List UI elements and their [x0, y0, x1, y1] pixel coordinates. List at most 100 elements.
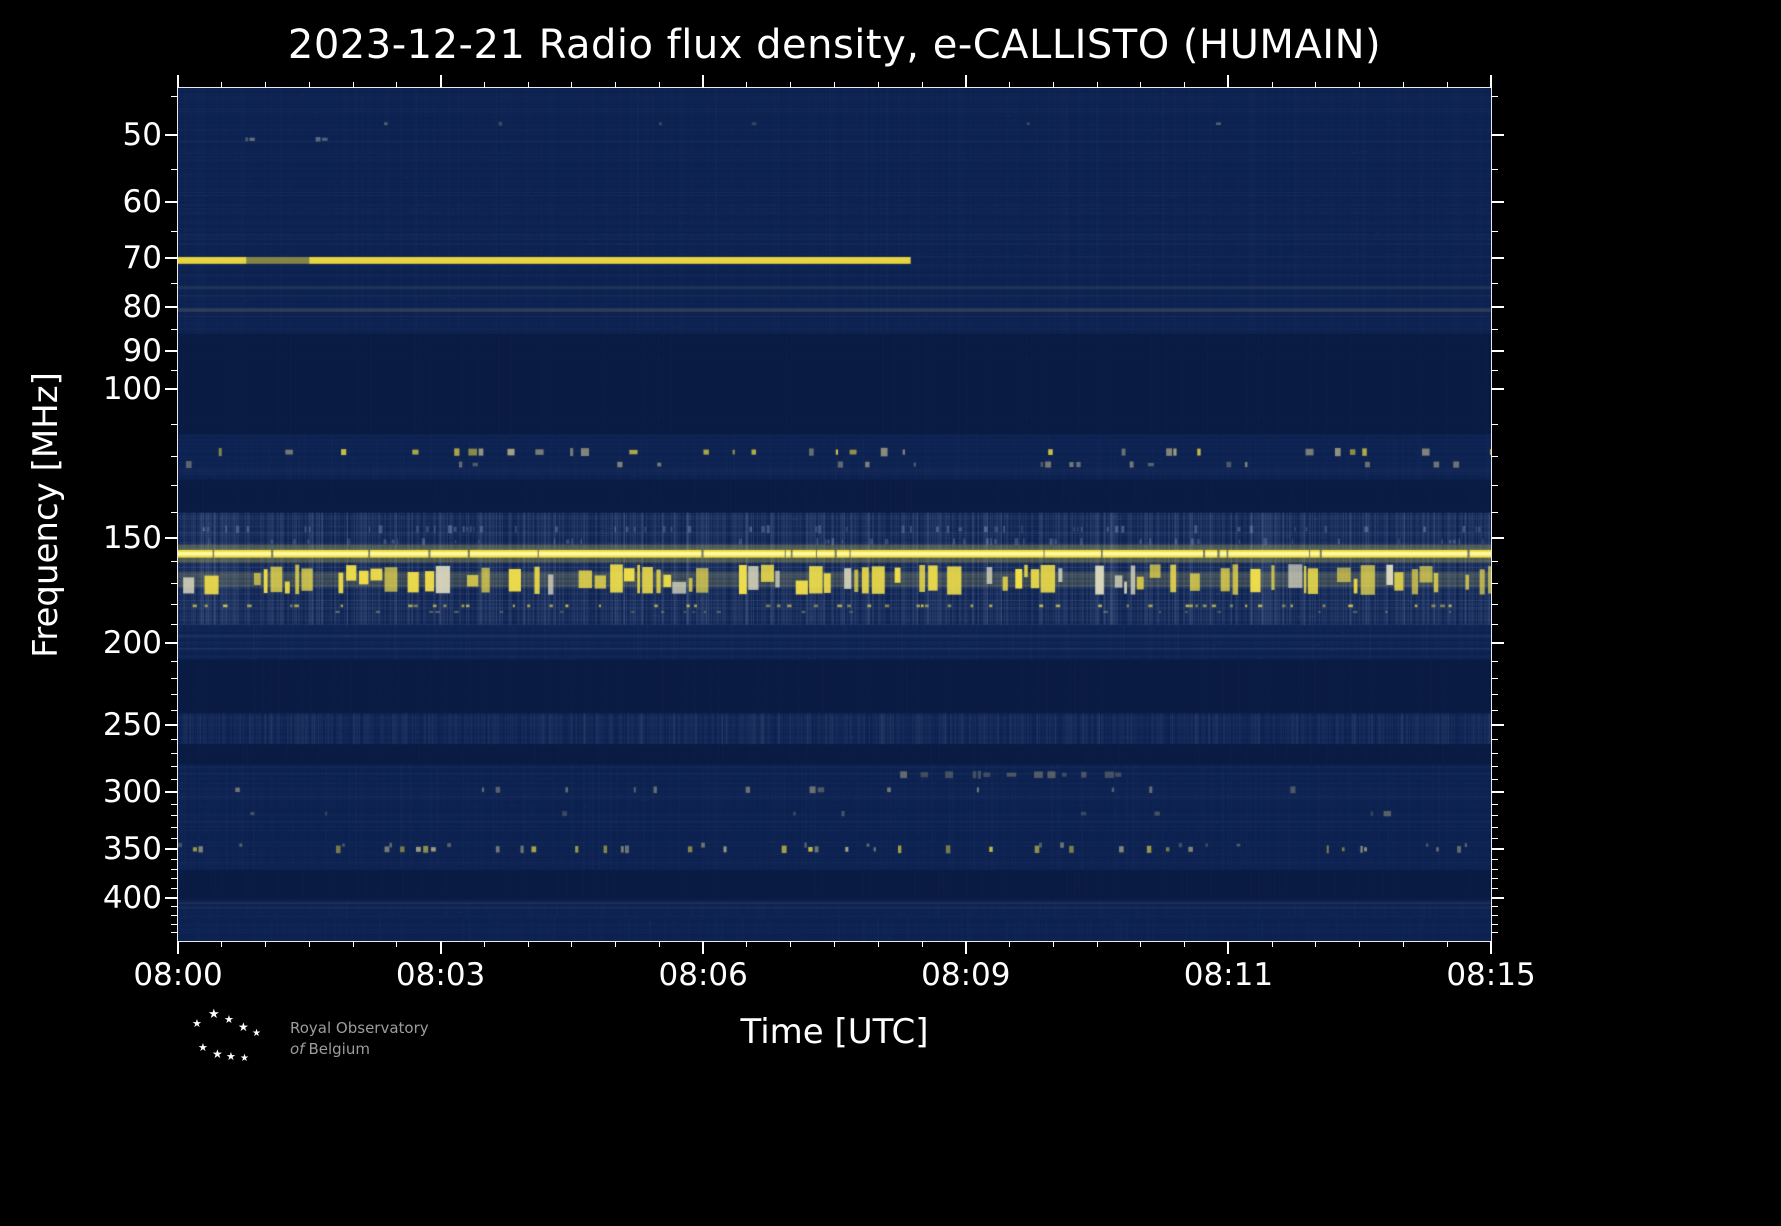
- x-minor-tick-top: [483, 82, 485, 88]
- y-minor-tick-right: [1491, 423, 1498, 425]
- x-minor-tick: [1184, 941, 1186, 947]
- y-minor-tick-right: [1491, 455, 1498, 457]
- x-minor-tick: [1009, 941, 1011, 947]
- y-minor-tick: [171, 169, 178, 171]
- x-minor-tick-top: [615, 82, 617, 88]
- star-icon: ★: [198, 1041, 208, 1054]
- x-minor-tick: [352, 941, 354, 947]
- star-icon: ★: [224, 1013, 234, 1026]
- y-tick-label: 70: [122, 240, 162, 277]
- rob-logo: ★ ★ ★ ★ ★ ★ ★ ★ ★ Royal Observatory of Be…: [182, 1003, 512, 1075]
- y-minor-tick: [171, 878, 178, 880]
- y-minor-tick: [171, 660, 178, 662]
- y-minor-tick-right: [1491, 888, 1498, 889]
- y-minor-tick-right: [1491, 837, 1498, 839]
- star-icon: ★: [240, 1053, 249, 1064]
- y-major-tick-right: [1491, 642, 1504, 645]
- y-minor-tick: [171, 739, 178, 741]
- x-minor-tick-top: [746, 82, 748, 88]
- x-major-tick-top: [1227, 75, 1230, 88]
- x-major-tick: [702, 941, 705, 954]
- x-minor-tick: [571, 941, 573, 947]
- x-minor-tick-top: [265, 82, 267, 88]
- y-major-tick-right: [1491, 306, 1504, 309]
- y-minor-tick-right: [1491, 739, 1498, 741]
- y-major-tick-right: [1491, 133, 1504, 136]
- x-major-tick: [1490, 941, 1492, 954]
- y-minor-tick-right: [1491, 858, 1498, 860]
- x-minor-tick: [921, 941, 923, 947]
- x-minor-tick-top: [1184, 82, 1186, 88]
- x-major-tick-top: [702, 75, 705, 88]
- rob-logo-stars: ★ ★ ★ ★ ★ ★ ★ ★ ★: [182, 1008, 274, 1070]
- x-major-tick: [964, 941, 967, 954]
- y-tick-label: 90: [122, 332, 162, 369]
- x-minor-tick: [877, 941, 879, 947]
- star-icon: ★: [208, 1007, 220, 1022]
- y-minor-tick-right: [1491, 169, 1498, 171]
- x-tick-label: 08:15: [1446, 957, 1536, 993]
- y-minor-tick: [171, 826, 178, 828]
- y-major-tick: [165, 133, 178, 136]
- y-minor-tick-right: [1491, 709, 1498, 711]
- y-minor-tick: [171, 604, 178, 606]
- y-minor-tick-right: [1491, 766, 1498, 768]
- y-major-tick-right: [1491, 536, 1504, 539]
- logo-line2-rest: Belgium: [308, 1040, 370, 1058]
- rob-logo-text: Royal Observatory of Belgium: [290, 1018, 429, 1060]
- x-minor-tick-top: [1315, 82, 1317, 88]
- x-minor-tick: [1052, 941, 1054, 947]
- y-minor-tick: [171, 753, 178, 755]
- y-minor-tick-right: [1491, 484, 1498, 486]
- y-major-tick-right: [1491, 847, 1504, 850]
- star-icon: ★: [226, 1050, 236, 1063]
- y-major-tick-right: [1491, 200, 1504, 203]
- y-minor-tick-right: [1491, 624, 1498, 626]
- y-minor-tick: [171, 803, 178, 805]
- x-minor-tick: [1446, 941, 1448, 947]
- y-minor-tick-right: [1491, 369, 1498, 371]
- y-minor-tick-right: [1491, 906, 1498, 908]
- x-minor-tick: [790, 941, 792, 947]
- y-minor-tick-right: [1491, 512, 1498, 514]
- y-major-tick: [165, 791, 178, 794]
- y-minor-tick: [171, 868, 178, 870]
- x-minor-tick: [615, 941, 617, 947]
- y-major-tick: [165, 200, 178, 203]
- y-minor-tick-right: [1491, 923, 1498, 925]
- star-icon: ★: [192, 1017, 202, 1030]
- logo-line2: of Belgium: [290, 1039, 429, 1060]
- y-minor-tick-right: [1491, 694, 1498, 696]
- y-major-tick: [165, 536, 178, 539]
- x-minor-tick-top: [921, 82, 923, 88]
- y-minor-tick-right: [1491, 815, 1498, 817]
- x-minor-tick-top: [877, 82, 879, 88]
- y-minor-tick: [171, 423, 178, 425]
- x-minor-tick-top: [1140, 82, 1142, 88]
- y-minor-tick: [171, 369, 178, 371]
- x-minor-tick-top: [1446, 82, 1448, 88]
- y-minor-tick-right: [1491, 868, 1498, 870]
- y-minor-tick-right: [1491, 932, 1498, 934]
- x-minor-tick: [1140, 941, 1142, 947]
- y-minor-tick: [171, 815, 178, 817]
- y-major-tick: [165, 847, 178, 850]
- y-minor-tick: [171, 888, 178, 889]
- x-minor-tick: [1096, 941, 1098, 947]
- y-tick-label: 200: [102, 625, 162, 662]
- y-tick-label: 80: [122, 289, 162, 326]
- y-axis-label: Frequency [MHz]: [26, 372, 66, 658]
- x-minor-tick-top: [308, 82, 310, 88]
- x-minor-tick: [1402, 941, 1404, 947]
- y-minor-tick: [171, 858, 178, 860]
- x-minor-tick: [527, 941, 529, 947]
- y-major-tick-right: [1491, 257, 1504, 260]
- y-minor-tick-right: [1491, 561, 1498, 563]
- y-tick-label: 100: [102, 371, 162, 408]
- y-minor-tick-right: [1491, 583, 1498, 585]
- y-major-tick: [165, 257, 178, 260]
- x-minor-tick-top: [1009, 82, 1011, 88]
- y-tick-label: 150: [102, 519, 162, 556]
- y-minor-tick: [171, 624, 178, 626]
